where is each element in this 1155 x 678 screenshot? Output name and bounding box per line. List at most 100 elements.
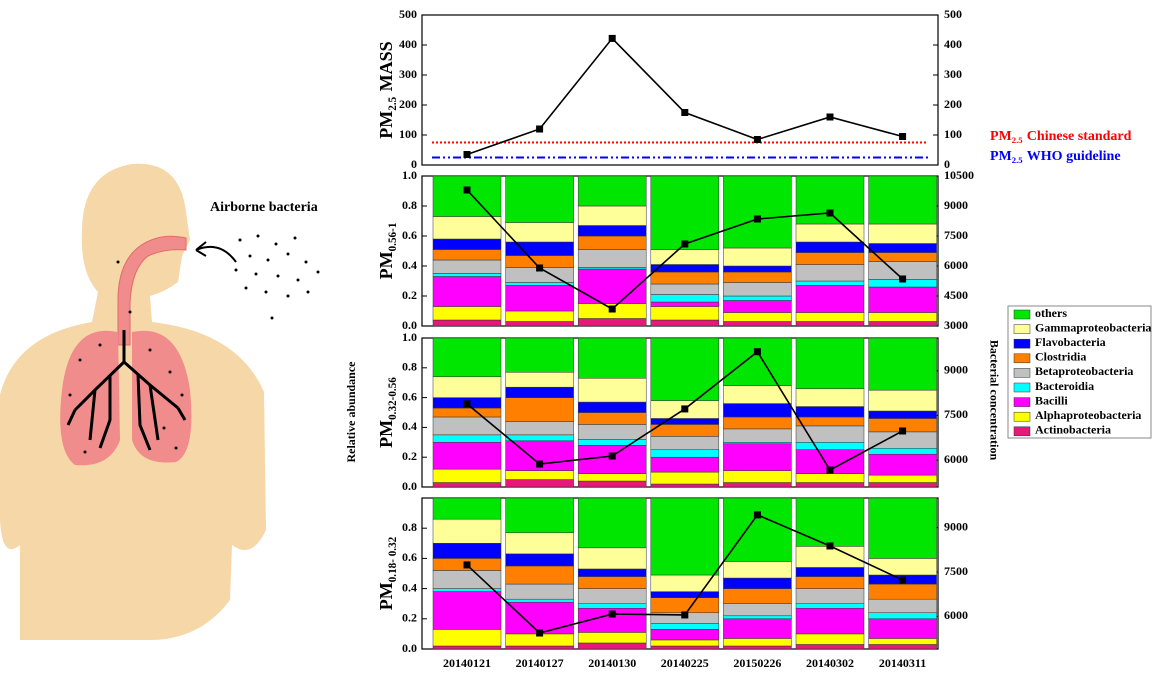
illustration-label: Airborne bacteria xyxy=(210,200,318,215)
bar-segment xyxy=(723,616,791,619)
concentration-marker xyxy=(754,348,761,355)
bar-segment xyxy=(433,338,501,377)
y-axis-title: Relative abundance xyxy=(344,361,358,463)
panel-y-label-sub: 0.32-0.56 xyxy=(387,377,399,420)
bar-segment xyxy=(651,472,719,484)
bar-segment xyxy=(433,260,501,274)
bar-segment xyxy=(796,589,864,604)
bar-segment xyxy=(651,307,719,321)
bar-segment xyxy=(506,338,574,372)
bar-segment xyxy=(723,578,791,589)
bar-segment xyxy=(723,283,791,297)
concentration-marker xyxy=(464,400,471,407)
bar-segment xyxy=(723,322,791,327)
panel-y-label-main: PM xyxy=(376,420,396,448)
bar-segment xyxy=(651,284,719,295)
bar-segment xyxy=(869,322,937,327)
concentration-marker xyxy=(536,265,543,272)
bar-segment xyxy=(433,277,501,307)
bar-segment xyxy=(506,311,574,322)
bar-segment xyxy=(578,378,646,402)
panel-y-label-rest: MASS xyxy=(376,41,396,91)
bar-segment xyxy=(723,429,791,442)
bar-segment xyxy=(506,176,574,223)
bar-segment xyxy=(723,248,791,266)
bar-segment xyxy=(433,519,501,543)
bar-segment xyxy=(651,338,719,401)
concentration-marker xyxy=(536,461,543,468)
bar-segment xyxy=(723,338,791,386)
bar-segment xyxy=(578,319,646,327)
reference-label-sub: 2.5 xyxy=(1012,135,1024,145)
reference-label-rest: Chinese standard xyxy=(1027,129,1132,144)
bar-segment xyxy=(433,646,501,649)
bar-segment xyxy=(723,638,791,646)
mass-line xyxy=(467,38,903,154)
x-tick-label: 20140311 xyxy=(879,656,926,670)
bar-segment xyxy=(796,417,864,426)
concentration-marker xyxy=(899,276,906,283)
concentration-marker xyxy=(464,187,471,194)
bar-segment xyxy=(578,236,646,250)
bar-segment xyxy=(506,372,574,387)
legend-swatch xyxy=(1014,339,1030,348)
y-tick-label: 100 xyxy=(399,127,417,141)
bar-segment xyxy=(869,287,937,313)
bar-segment xyxy=(869,448,937,454)
y-tick-label: 0.0 xyxy=(402,479,417,493)
bar-segment xyxy=(578,632,646,643)
bar-segment xyxy=(869,454,937,475)
y2-tick-label: 9000 xyxy=(944,519,968,533)
bar-segment xyxy=(578,589,646,604)
x-tick-label: 20140127 xyxy=(516,656,564,670)
bar-segment xyxy=(506,322,574,327)
bar-segment xyxy=(651,450,719,457)
legend-swatch xyxy=(1014,325,1030,334)
concentration-marker xyxy=(681,611,688,618)
bar-segment xyxy=(723,386,791,404)
bar-segment xyxy=(796,242,864,253)
y2-tick-label: 9000 xyxy=(944,363,968,377)
bar-segment xyxy=(506,584,574,599)
mass-marker xyxy=(827,114,834,121)
bar-segment xyxy=(869,498,937,558)
bar-segment xyxy=(433,589,501,592)
bar-segment xyxy=(796,474,864,483)
reference-label-rest: WHO guideline xyxy=(1027,149,1121,164)
concentration-marker xyxy=(827,542,834,549)
bar-segment xyxy=(506,223,574,243)
bar-segment xyxy=(723,498,791,561)
bar-segment xyxy=(506,554,574,566)
bar-segment xyxy=(578,643,646,649)
y-tick-label: 1.0 xyxy=(402,330,417,344)
bar-segment xyxy=(433,442,501,469)
legend-swatch xyxy=(1014,412,1030,421)
concentration-marker xyxy=(681,241,688,248)
legend-swatch xyxy=(1014,310,1030,319)
legend-swatch xyxy=(1014,368,1030,377)
y2-tick-label: 300 xyxy=(944,67,962,81)
bar-segment xyxy=(723,176,791,248)
concentration-marker xyxy=(609,306,616,313)
bar-segment xyxy=(796,644,864,649)
bar-segment xyxy=(869,558,937,575)
concentration-marker xyxy=(681,405,688,412)
bar-segment xyxy=(506,398,574,422)
panel-y-label: PM0.32-0.56 xyxy=(376,377,398,448)
x-tick-label: 20140130 xyxy=(588,656,636,670)
mass-marker xyxy=(464,151,471,158)
mass-marker xyxy=(536,126,543,133)
bar-segment xyxy=(578,402,646,412)
y-tick-label: 0.4 xyxy=(402,419,417,433)
panel-y-label: PM2.5MASS xyxy=(376,41,398,138)
bar-segment xyxy=(578,498,646,548)
bar-segment xyxy=(433,274,501,277)
bar-segment xyxy=(723,444,791,471)
bar-segment xyxy=(578,206,646,226)
bar-segment xyxy=(433,483,501,487)
bar-segment xyxy=(651,320,719,326)
bar-segment xyxy=(578,176,646,206)
bar-segment xyxy=(869,638,937,644)
y-tick-label: 0.2 xyxy=(402,611,417,625)
bar-segment xyxy=(651,176,719,250)
